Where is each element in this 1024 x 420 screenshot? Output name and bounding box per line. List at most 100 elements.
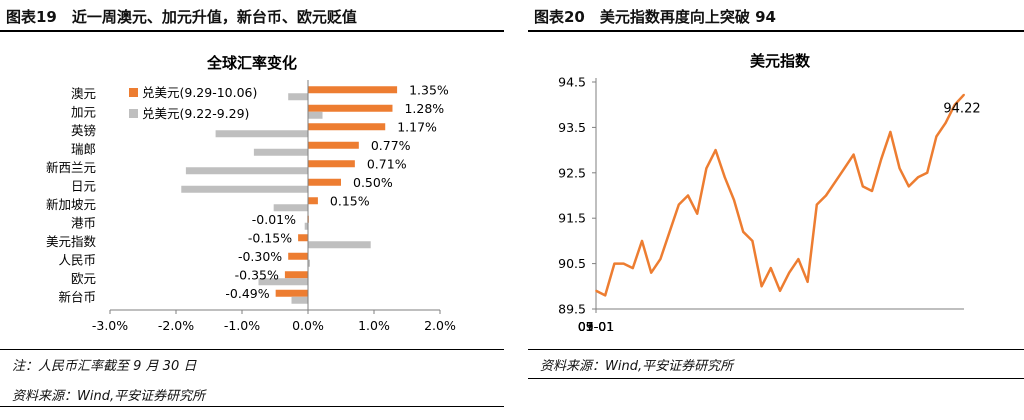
data-point — [861, 185, 864, 188]
left-source: 资料来源：Wind,平安证券研究所 — [12, 389, 206, 404]
category-label: 新西兰元 — [46, 160, 96, 175]
x-tick-label: 01-01 — [578, 319, 614, 334]
data-point — [797, 258, 800, 260]
bar-data-label: -0.01% — [252, 212, 296, 227]
x-tick-label: 07-01 — [578, 319, 614, 334]
bar-data-label: -0.30% — [238, 249, 282, 264]
category-label: 加元 — [71, 104, 96, 119]
usd-index-line-chart: 美元指数 89.5 90.5 91.5 92.5 93.5 94.5 01-0103-0105… — [558, 52, 980, 334]
bar-data-label: 0.71% — [367, 156, 407, 171]
data-point — [889, 131, 892, 133]
data-point — [760, 285, 763, 288]
right-figure-panel: 图表20 美元指数再度向上突破 94 美元指数 89.5 90.5 91.5 92.5 9… — [528, 0, 1024, 420]
legend-label: 兑美元(9.29-10.06) — [142, 85, 257, 100]
data-point — [622, 262, 625, 265]
bar-series-1 — [275, 289, 308, 297]
y-tick-label: 89.5 — [558, 302, 586, 317]
bar-series-2 — [253, 148, 308, 156]
legend-swatch — [129, 88, 138, 97]
bar-series-1 — [308, 141, 359, 149]
bar-data-label: 1.35% — [409, 82, 449, 97]
right-source-rule — [528, 378, 1024, 379]
data-point — [806, 280, 809, 283]
bar-series-2 — [258, 278, 308, 286]
x-tick-label: 03-01 — [578, 319, 614, 334]
x-tick-label: -1.0% — [224, 318, 260, 333]
bar-series-1 — [308, 197, 318, 205]
bar-series-2 — [273, 204, 308, 212]
data-point — [668, 230, 671, 233]
category-label: 新加坡元 — [46, 197, 96, 212]
bar-data-label: -0.35% — [235, 267, 279, 282]
data-point — [880, 158, 883, 161]
bar-data-label: 1.28% — [404, 101, 444, 116]
x-tick-label: -2.0% — [158, 318, 194, 333]
category-label: 瑞郎 — [71, 141, 96, 156]
bar-series-2 — [185, 167, 308, 175]
left-title-rule — [0, 30, 504, 32]
data-point — [687, 194, 689, 197]
end-value-label: 94.22 — [943, 102, 980, 117]
x-tick-label: 05-01 — [578, 319, 614, 334]
data-point — [613, 262, 616, 265]
y-tick-label: 93.5 — [558, 120, 586, 135]
bar-series-1 — [308, 160, 355, 168]
category-label: 人民币 — [58, 252, 96, 267]
bar-data-label: -0.15% — [248, 230, 292, 245]
data-point — [714, 149, 717, 151]
y-tick-label: 91.5 — [558, 211, 586, 226]
bar-series-1 — [308, 123, 386, 131]
x-tick-label: 1.0% — [358, 318, 390, 333]
data-point — [779, 289, 781, 292]
data-point — [659, 258, 662, 260]
data-point — [677, 203, 680, 206]
left-figure-title: 图表19 近一周澳元、加元升值，新台币、欧元贬值 — [6, 8, 357, 26]
bar-data-label: 1.17% — [397, 119, 437, 134]
data-point — [852, 153, 855, 156]
right-source: 资料来源：Wind,平安证券研究所 — [540, 359, 734, 374]
data-point — [871, 190, 873, 192]
category-label: 澳元 — [71, 86, 96, 101]
bar-series-2 — [291, 296, 308, 304]
data-point — [907, 185, 910, 188]
line-chart-title: 美元指数 — [750, 52, 811, 70]
left-source-rule — [0, 406, 504, 407]
category-label: 欧元 — [71, 271, 96, 286]
bar-series-1 — [288, 252, 308, 260]
legend-swatch — [129, 109, 138, 118]
data-point — [825, 194, 827, 197]
category-label: 新台币 — [58, 289, 96, 304]
x-tick-label: 09-01 — [578, 319, 614, 334]
left-figure-panel: 图表19 近一周澳元、加元升值，新台币、欧元贬值 全球汇率变化 澳元 1.35% 加元… — [0, 0, 504, 420]
bar-series-2 — [181, 185, 308, 193]
right-figure-title: 图表20 美元指数再度向上突破 94 — [534, 8, 776, 26]
data-point — [705, 167, 708, 170]
bar-series-2 — [308, 259, 310, 267]
data-point — [963, 93, 965, 96]
x-tick-label: 0.0% — [292, 318, 324, 333]
data-point — [595, 289, 597, 292]
data-point — [742, 230, 745, 233]
bar-series-1 — [308, 104, 393, 112]
x-tick-label: -3.0% — [92, 318, 128, 333]
bar-series-2 — [304, 222, 308, 230]
data-point — [723, 176, 726, 179]
y-tick-label: 92.5 — [558, 165, 586, 180]
bar-series-2 — [215, 130, 308, 138]
data-point — [944, 121, 947, 124]
data-point — [631, 267, 634, 270]
left-note: 注：人民币汇率截至 9 月 30 日 — [12, 359, 197, 374]
data-point — [917, 176, 919, 179]
bar-series-1 — [298, 234, 308, 242]
data-point — [604, 294, 607, 297]
data-point — [788, 271, 791, 274]
bar-series-2 — [308, 111, 323, 119]
data-point — [815, 203, 818, 206]
category-label: 港币 — [71, 215, 96, 230]
usd-index-series-line — [595, 93, 965, 297]
data-point — [733, 199, 735, 201]
data-point — [926, 171, 929, 174]
data-point — [696, 212, 699, 215]
data-point — [935, 135, 938, 138]
